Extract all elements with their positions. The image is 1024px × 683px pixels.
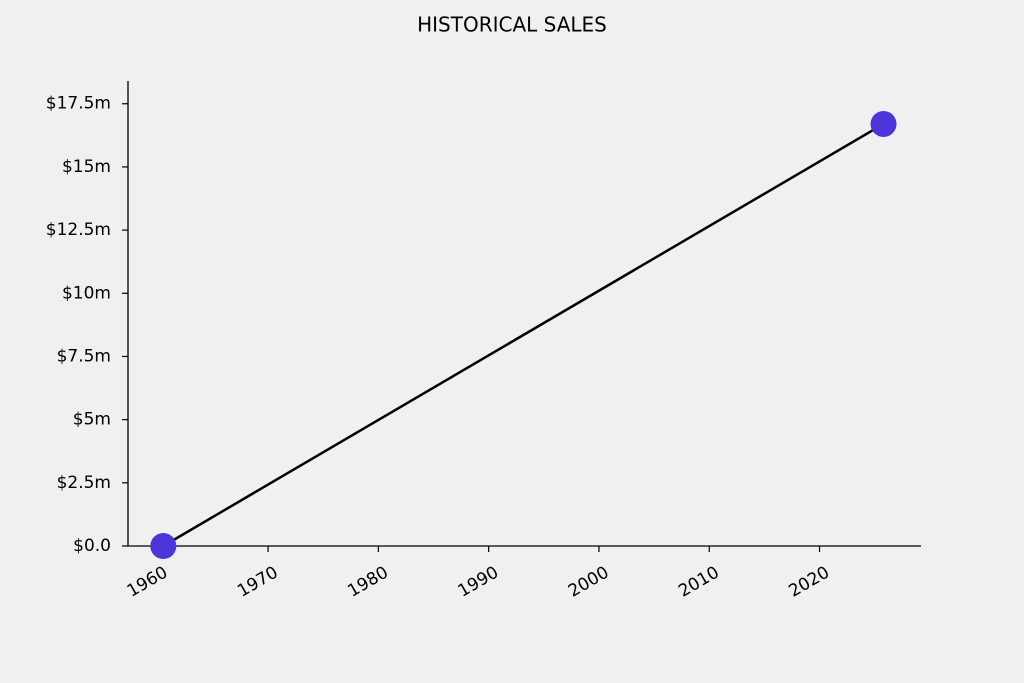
y-tick-label: $12.5m xyxy=(46,220,111,240)
point xyxy=(870,110,897,137)
line xyxy=(162,122,885,548)
y-tick-label: $2.5m xyxy=(57,473,111,493)
y-tick-label: $10m xyxy=(62,283,111,303)
chart-title: HISTORICAL SALES xyxy=(417,13,607,37)
y-tick-label: $0.0 xyxy=(73,536,111,556)
y-tick-label: $5m xyxy=(73,410,111,430)
y-tick-label: $17.5m xyxy=(46,94,111,114)
y-tick-label: $15m xyxy=(62,157,111,177)
y-tick-label: $7.5m xyxy=(57,346,111,366)
point xyxy=(150,533,177,559)
